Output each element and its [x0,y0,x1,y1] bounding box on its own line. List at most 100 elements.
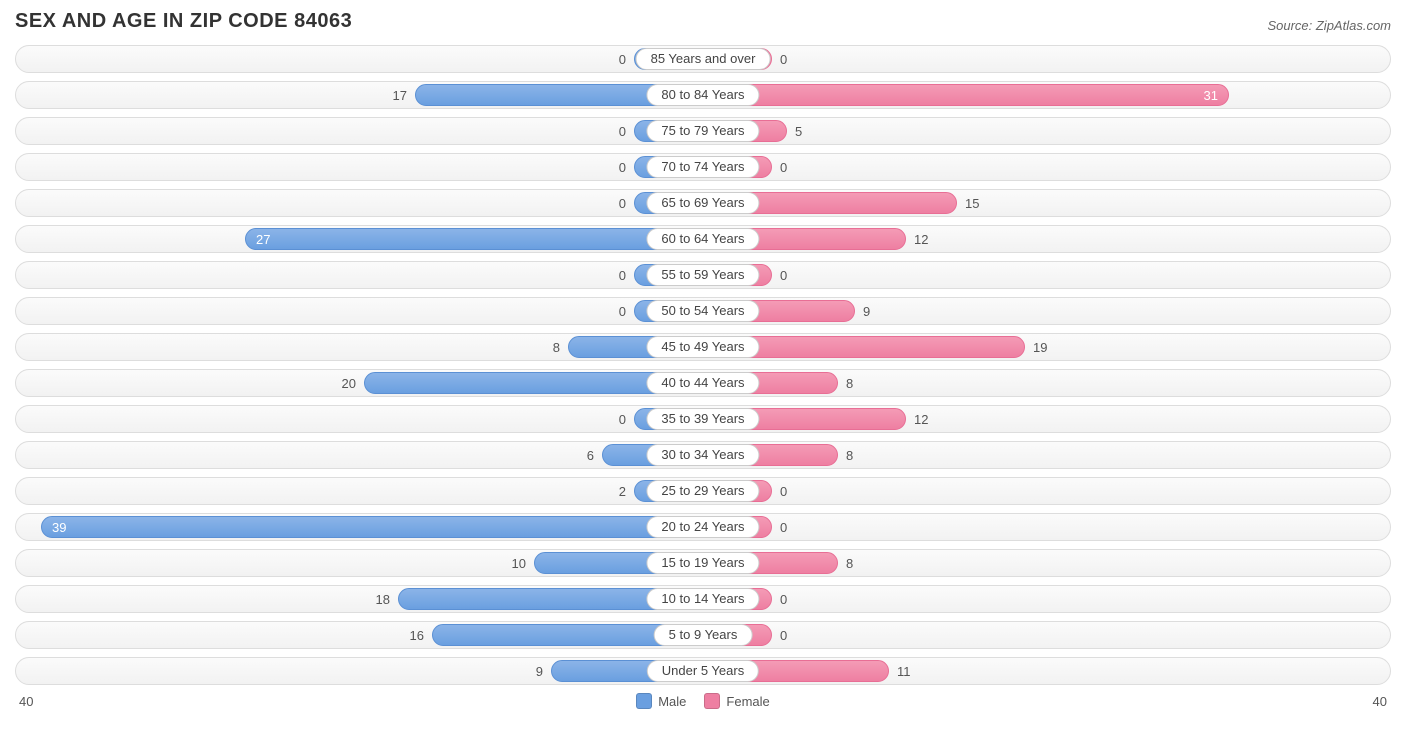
male-value: 0 [611,304,634,319]
pyramid-row: 80 to 84 Years 17 31 [15,81,1391,109]
male-half: 0 [16,298,703,324]
female-value: 8 [838,448,861,463]
age-group-label: Under 5 Years [647,660,759,682]
female-value: 12 [906,412,936,427]
male-value: 10 [504,556,534,571]
male-half: 8 [16,334,703,360]
male-half: 17 [16,82,703,108]
male-half: 10 [16,550,703,576]
male-half: 0 [16,154,703,180]
pyramid-row: 10 to 14 Years 18 0 [15,585,1391,613]
female-half: 12 [703,406,1390,432]
male-half: 0 [16,262,703,288]
male-half: 16 [16,622,703,648]
pyramid-row: 25 to 29 Years 2 0 [15,477,1391,505]
male-value: 16 [402,628,432,643]
female-value: 0 [772,160,795,175]
male-value: 27 [256,232,270,247]
female-half: 19 [703,334,1390,360]
axis-right-max: 40 [1373,694,1387,709]
age-group-label: 15 to 19 Years [646,552,759,574]
legend: Male Female [636,693,770,709]
pyramid-row: 75 to 79 Years 0 5 [15,117,1391,145]
female-value: 0 [772,592,795,607]
pyramid-row: 5 to 9 Years 16 0 [15,621,1391,649]
female-half: 15 [703,190,1390,216]
female-value: 11 [889,664,919,679]
female-value: 31 [1204,88,1218,103]
chart-source: Source: ZipAtlas.com [1267,18,1391,33]
female-half: 0 [703,478,1390,504]
female-half: 9 [703,298,1390,324]
male-value: 18 [368,592,398,607]
female-half: 0 [703,622,1390,648]
male-half: 0 [16,118,703,144]
female-value: 8 [838,376,861,391]
age-group-label: 75 to 79 Years [646,120,759,142]
male-half: 0 [16,190,703,216]
female-half: 0 [703,514,1390,540]
pyramid-row: 30 to 34 Years6 8 [15,441,1391,469]
female-bar: 31 [702,84,1229,106]
age-group-label: 5 to 9 Years [654,624,753,646]
female-value: 0 [772,52,795,67]
female-half: 0 [703,46,1390,72]
male-half: 6 [16,442,703,468]
female-half: 5 [703,118,1390,144]
male-value: 0 [611,160,634,175]
chart-header: SEX AND AGE IN ZIP CODE 84063 Source: Zi… [15,10,1391,33]
legend-swatch [704,693,720,709]
male-value: 20 [334,376,364,391]
axis-left-max: 40 [19,694,33,709]
pyramid-row: 40 to 44 Years 20 8 [15,369,1391,397]
pyramid-row: 60 to 64 Years2712 [15,225,1391,253]
male-half: 0 [16,406,703,432]
male-value: 39 [52,520,66,535]
female-half: 0 [703,262,1390,288]
age-group-label: 70 to 74 Years [646,156,759,178]
male-value: 0 [611,196,634,211]
pyramid-row: 15 to 19 Years108 [15,549,1391,577]
pyramid-row: Under 5 Years9 11 [15,657,1391,685]
age-group-label: 40 to 44 Years [646,372,759,394]
female-value: 19 [1025,340,1055,355]
male-bar: 39 [41,516,704,538]
age-group-label: 55 to 59 Years [646,264,759,286]
male-half: 0 [16,46,703,72]
female-value: 9 [855,304,878,319]
female-value: 0 [772,628,795,643]
pyramid-row: 85 Years and over00 [15,45,1391,73]
legend-label: Female [726,694,769,709]
male-value: 0 [611,124,634,139]
male-value: 0 [611,268,634,283]
female-half: 0 [703,154,1390,180]
pyramid-row: 45 to 49 Years8 19 [15,333,1391,361]
pyramid-row: 50 to 54 Years09 [15,297,1391,325]
male-half: 18 [16,586,703,612]
male-half: 27 [16,226,703,252]
male-value: 17 [385,88,415,103]
male-value: 2 [611,484,634,499]
age-group-label: 65 to 69 Years [646,192,759,214]
female-half: 0 [703,586,1390,612]
age-group-label: 25 to 29 Years [646,480,759,502]
pyramid-row: 35 to 39 Years0 12 [15,405,1391,433]
age-group-label: 20 to 24 Years [646,516,759,538]
age-group-label: 30 to 34 Years [646,444,759,466]
legend-item: Female [704,693,769,709]
female-value: 0 [772,268,795,283]
pyramid-row: 70 to 74 Years 0 0 [15,153,1391,181]
chart-title: SEX AND AGE IN ZIP CODE 84063 [15,10,352,33]
male-half: 20 [16,370,703,396]
legend-item: Male [636,693,686,709]
age-group-label: 35 to 39 Years [646,408,759,430]
legend-swatch [636,693,652,709]
age-group-label: 10 to 14 Years [646,588,759,610]
male-value: 0 [611,52,634,67]
age-group-label: 45 to 49 Years [646,336,759,358]
age-group-label: 60 to 64 Years [646,228,759,250]
pyramid-row: 20 to 24 Years 39 0 [15,513,1391,541]
age-group-label: 80 to 84 Years [646,84,759,106]
male-half: 9 [16,658,703,684]
chart-footer: 40 Male Female 40 [15,693,1391,709]
